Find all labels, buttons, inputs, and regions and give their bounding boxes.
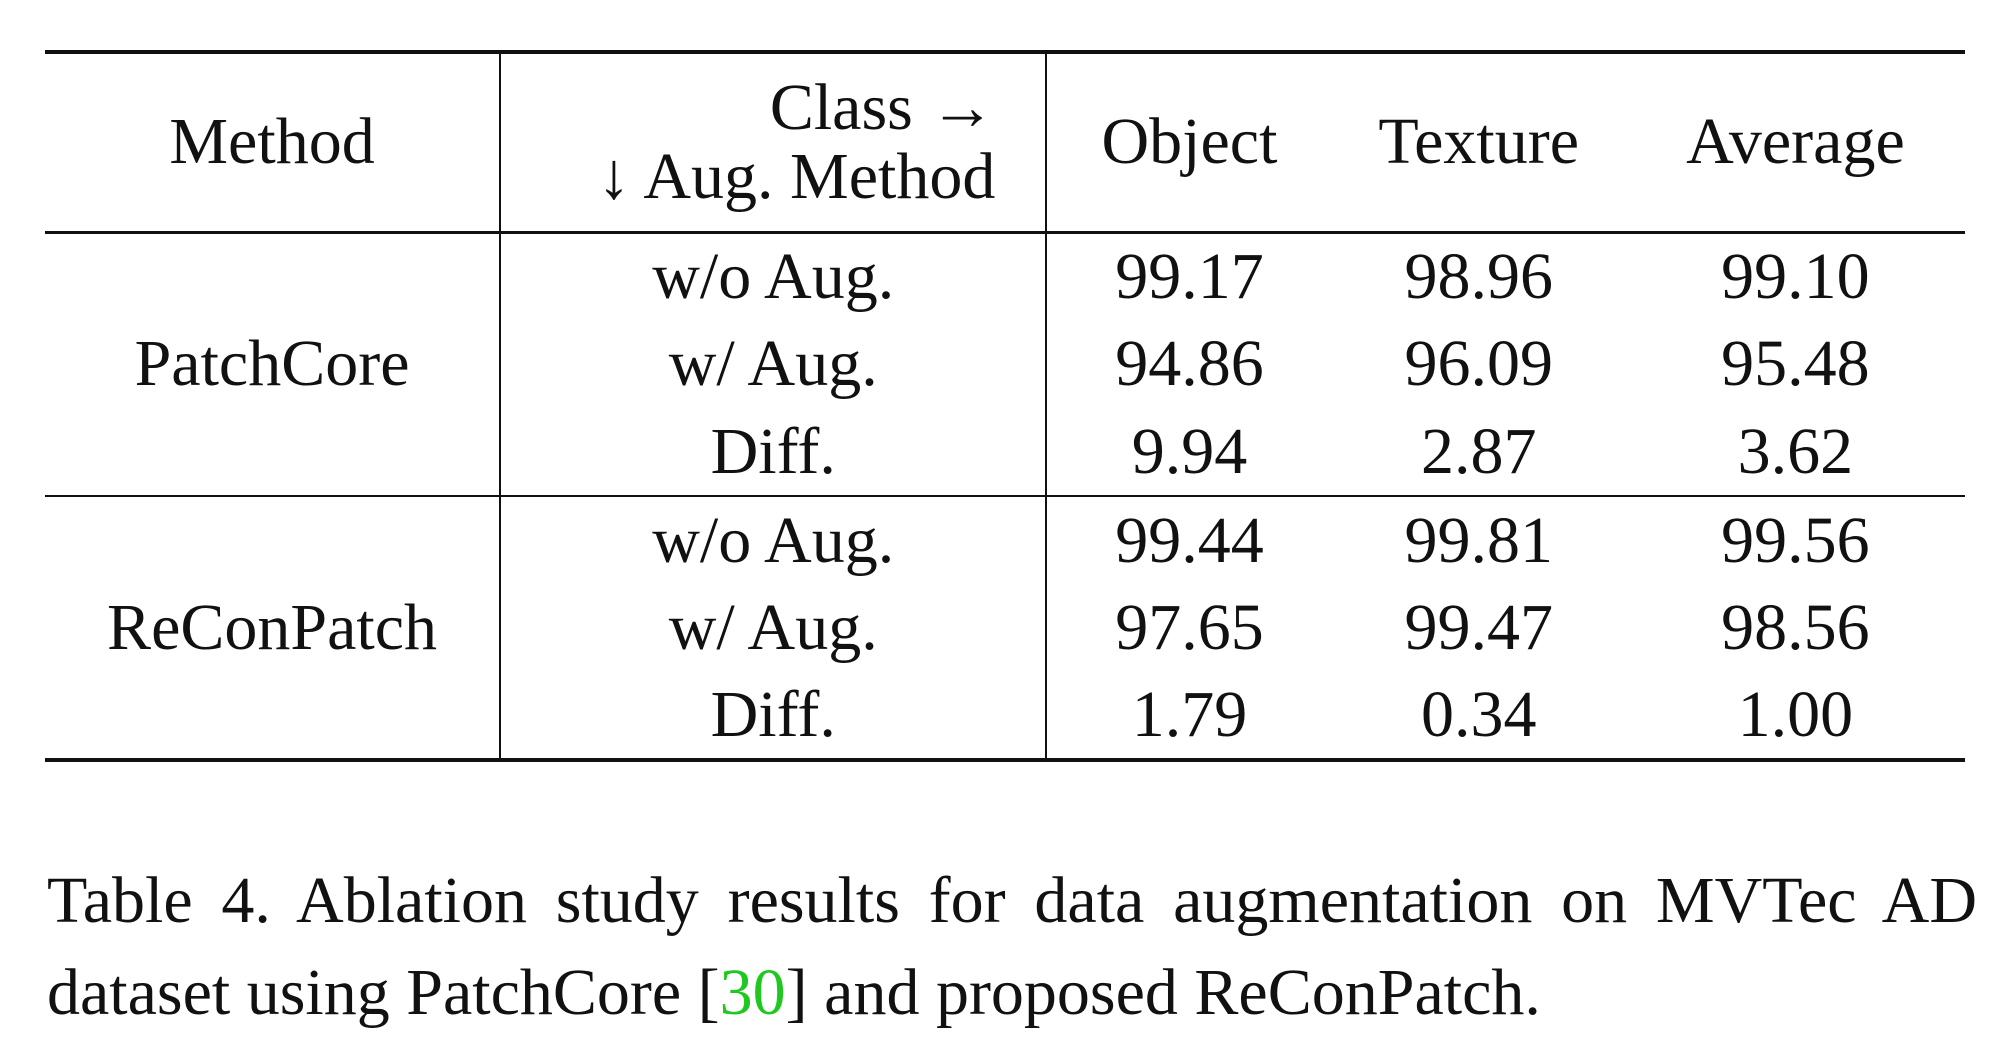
table-row: Diff. 1.79 0.34 1.00: [45, 672, 1965, 760]
aug-cell: w/o Aug.: [500, 232, 1048, 320]
aug-cell: Diff.: [500, 408, 1048, 496]
average-cell: 98.56: [1721, 591, 1870, 664]
header-average: Average: [1686, 105, 1905, 179]
texture-cell: 98.96: [1404, 239, 1553, 313]
aug-cell: Diff.: [500, 672, 1048, 760]
texture-cell: 99.47: [1404, 591, 1553, 664]
method-cell-patchcore: PatchCore: [45, 232, 502, 496]
table-row: PatchCore w/o Aug. 99.17 98.96 99.10: [45, 232, 1965, 496]
table-row: Diff. 9.94 2.87 3.62: [45, 408, 1965, 496]
average-cell: 99.56: [1625, 495, 1965, 584]
object-cell: 94.86: [1115, 327, 1264, 400]
header-object: Object: [1101, 105, 1278, 179]
caption-text-start: Table 4. Ablation study results for data…: [47, 864, 1977, 1029]
average-cell: 95.48: [1721, 327, 1870, 400]
table-row: w/ Aug. 97.65 99.47 98.56: [45, 584, 1965, 672]
results-table: Method Class → ↓ Aug. Method Object Text…: [45, 50, 1965, 762]
caption-text-end: ] and proposed ReConPatch.: [785, 956, 1541, 1029]
header-class-aug: Class → ↓ Aug. Method: [500, 52, 1048, 232]
citation-link[interactable]: 30: [719, 956, 786, 1029]
object-cell: 97.65: [1115, 591, 1264, 664]
object-cell: 9.94: [1131, 414, 1248, 488]
object-cell: 1.79: [1131, 678, 1248, 751]
header-class-arrow: Class →: [769, 70, 996, 144]
aug-cell: w/o Aug.: [500, 495, 1048, 584]
aug-cell: w/ Aug.: [500, 584, 1048, 672]
table-row: ReConPatch w/o Aug. 99.44 99.81 99.56: [45, 495, 1965, 760]
aug-cell: w/ Aug.: [500, 320, 1048, 408]
header-texture: Texture: [1378, 105, 1579, 179]
texture-cell: 96.09: [1404, 327, 1553, 400]
average-cell: 99.10: [1721, 239, 1870, 313]
texture-cell: 2.87: [1420, 414, 1537, 488]
table-row: w/ Aug. 94.86 96.09 95.48: [45, 320, 1965, 408]
header-method: Method: [45, 52, 502, 232]
texture-cell: 0.34: [1420, 678, 1537, 751]
header-aug-method: ↓ Aug. Method: [597, 140, 996, 214]
table-header-row: Method Class → ↓ Aug. Method Object Text…: [45, 52, 1965, 232]
average-cell: 1.00: [1737, 678, 1854, 751]
method-cell-reconpatch: ReConPatch: [45, 495, 502, 760]
object-cell: 99.17: [1115, 239, 1264, 313]
texture-cell: 99.81: [1331, 495, 1626, 584]
object-cell: 99.44: [1046, 495, 1332, 584]
table-caption: Table 4. Ablation study results for data…: [47, 855, 1977, 1039]
average-cell: 3.62: [1737, 414, 1854, 488]
